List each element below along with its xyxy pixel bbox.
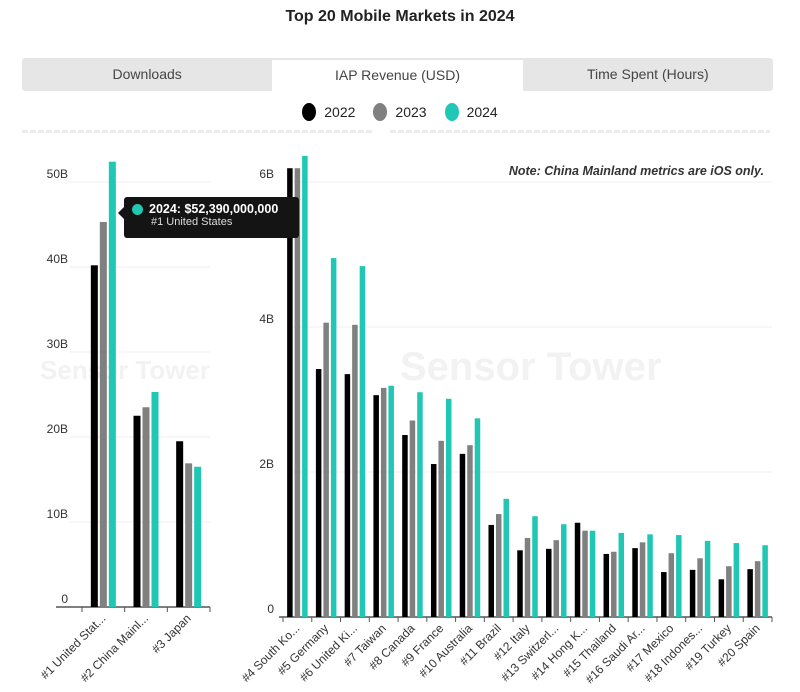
bar-2024 xyxy=(417,392,423,617)
bar-2022 xyxy=(373,395,379,617)
bar-2024 xyxy=(194,466,202,607)
y-tick-label: 20B xyxy=(47,422,68,436)
bar-2022 xyxy=(402,435,408,617)
bar-2024 xyxy=(359,266,366,617)
bar-2023 xyxy=(467,445,473,617)
tooltip-value: 2024: $52,390,000,000 xyxy=(149,202,279,216)
legend-dot-icon xyxy=(444,103,459,121)
bar-2024 xyxy=(561,524,567,617)
series-dot-icon xyxy=(132,203,143,215)
y-tick-label: 6B xyxy=(259,167,274,181)
bar-2022 xyxy=(747,569,753,617)
bar-2024 xyxy=(733,543,740,617)
legend: 2022 2023 2024 xyxy=(0,103,800,121)
bar-2023 xyxy=(294,168,301,617)
faded-divider xyxy=(22,130,372,133)
bar-2023 xyxy=(380,387,387,617)
bar-2023 xyxy=(352,324,358,617)
bar-2023 xyxy=(409,420,416,617)
bar-2023 xyxy=(323,322,329,617)
bar-2022 xyxy=(176,441,184,607)
bar-2024 xyxy=(589,530,596,617)
chart-note: Note: China Mainland metrics are iOS onl… xyxy=(508,164,764,178)
legend-label: 2024 xyxy=(466,104,498,120)
bar-2023 xyxy=(438,440,444,617)
bar-2023 xyxy=(697,558,703,617)
bar-2022 xyxy=(689,569,696,617)
metric-tabs: Downloads IAP Revenue (USD) Time Spent (… xyxy=(22,58,773,91)
bar-2024 xyxy=(108,161,116,607)
y-tick-label: 0 xyxy=(267,602,274,616)
y-tick-label: 2B xyxy=(259,457,274,471)
bar-2024 xyxy=(647,534,653,617)
bar-2024 xyxy=(618,532,625,617)
chart-title: Top 20 Mobile Markets in 2024 xyxy=(285,8,515,25)
bar-2022 xyxy=(517,550,523,617)
bar-2024 xyxy=(474,418,481,617)
bar-2024 xyxy=(503,498,509,617)
legend-label: 2022 xyxy=(324,104,356,120)
tab-downloads[interactable]: Downloads xyxy=(112,66,182,82)
bar-2022 xyxy=(430,464,437,617)
watermark-logo: Sensor Tower xyxy=(400,345,662,389)
tab-iap-revenue[interactable]: IAP Revenue (USD) xyxy=(272,60,523,91)
bar-2022 xyxy=(133,415,141,607)
bar-2023 xyxy=(582,530,588,617)
legend-item-2022[interactable]: 2022 xyxy=(302,103,355,121)
tooltip-category: #1 United States xyxy=(151,216,233,228)
bar-2024 xyxy=(302,155,308,617)
y-tick-label: 50B xyxy=(47,167,68,181)
legend-label: 2023 xyxy=(395,104,427,120)
tab-time-spent[interactable]: Time Spent (Hours) xyxy=(587,66,709,82)
bar-2024 xyxy=(445,398,452,617)
legend-dot-icon xyxy=(302,103,317,121)
bar-2024 xyxy=(532,516,538,617)
legend-item-2023[interactable]: 2023 xyxy=(373,103,427,121)
bar-2022 xyxy=(546,548,552,617)
bar-2022 xyxy=(344,374,351,617)
bar-2024 xyxy=(330,258,337,617)
bar-2023 xyxy=(142,407,150,607)
bar-2024 xyxy=(388,385,394,617)
bar-2023 xyxy=(639,542,646,617)
y-tick-label: 10B xyxy=(47,507,68,521)
bar-2024 xyxy=(762,545,768,617)
legend-item-2024[interactable]: 2024 xyxy=(444,103,498,121)
bar-2023 xyxy=(99,221,107,607)
faded-divider xyxy=(390,130,770,133)
bar-2023 xyxy=(668,553,675,617)
bar-2023 xyxy=(754,561,761,617)
bar-2022 xyxy=(488,524,494,617)
bar-2023 xyxy=(495,514,502,617)
bar-2023 xyxy=(726,566,732,617)
bar-2024 xyxy=(676,535,682,617)
bar-2023 xyxy=(611,551,617,617)
bar-2022 xyxy=(718,579,725,617)
bar-2022 xyxy=(90,265,98,607)
bar-2023 xyxy=(524,537,531,617)
bar-2023 xyxy=(185,463,193,607)
watermark-logo: Sensor Tower xyxy=(40,355,211,385)
bar-2022 xyxy=(632,548,638,617)
y-tick-label: 30B xyxy=(47,337,68,351)
bar-2022 xyxy=(574,522,581,617)
y-tick-label: 40B xyxy=(47,252,68,266)
y-tick-label: 4B xyxy=(259,312,274,326)
bar-2022 xyxy=(459,453,466,617)
legend-dot-icon xyxy=(373,103,388,121)
tooltip: 2024: $52,390,000,000 #1 United States xyxy=(118,197,299,238)
bar-2022 xyxy=(603,553,610,617)
bar-2022 xyxy=(287,168,293,617)
bar-2023 xyxy=(553,540,560,617)
bar-2024 xyxy=(704,540,711,617)
bar-2022 xyxy=(315,369,322,617)
y-tick-label: 0 xyxy=(61,592,68,606)
bar-2024 xyxy=(151,391,159,607)
x-tick-label: #3 Japan xyxy=(149,611,194,656)
bar-2022 xyxy=(661,572,667,617)
